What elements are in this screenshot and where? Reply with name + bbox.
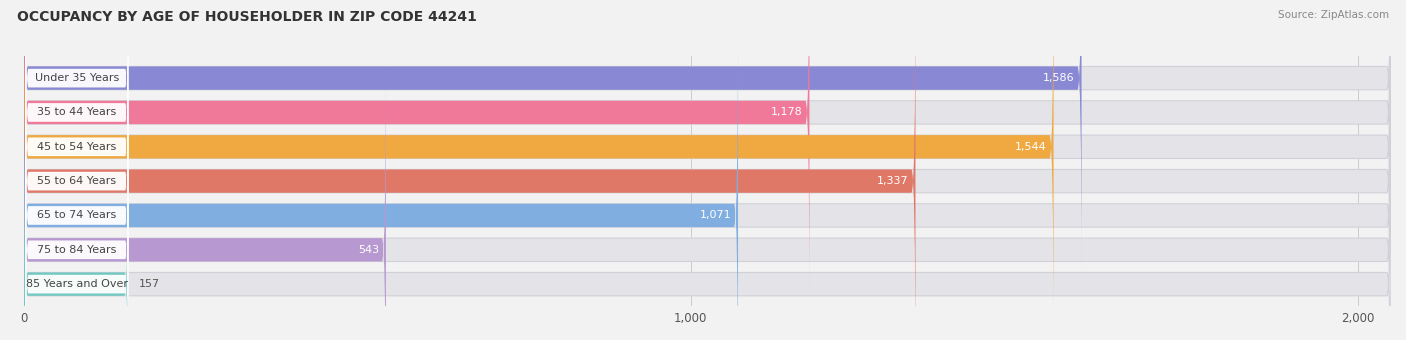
FancyBboxPatch shape: [25, 0, 128, 237]
Text: 65 to 74 Years: 65 to 74 Years: [37, 210, 117, 220]
Text: Under 35 Years: Under 35 Years: [35, 73, 120, 83]
FancyBboxPatch shape: [24, 0, 1391, 340]
Text: 35 to 44 Years: 35 to 44 Years: [37, 107, 117, 117]
FancyBboxPatch shape: [24, 0, 915, 340]
FancyBboxPatch shape: [24, 51, 1391, 340]
FancyBboxPatch shape: [24, 0, 810, 311]
FancyBboxPatch shape: [24, 51, 385, 340]
Text: 1,586: 1,586: [1043, 73, 1074, 83]
Text: 1,544: 1,544: [1015, 142, 1047, 152]
FancyBboxPatch shape: [24, 0, 1391, 340]
Text: 1,071: 1,071: [700, 210, 731, 220]
FancyBboxPatch shape: [24, 0, 1391, 276]
FancyBboxPatch shape: [25, 22, 128, 340]
FancyBboxPatch shape: [24, 86, 128, 340]
FancyBboxPatch shape: [24, 0, 1053, 340]
Text: OCCUPANCY BY AGE OF HOUSEHOLDER IN ZIP CODE 44241: OCCUPANCY BY AGE OF HOUSEHOLDER IN ZIP C…: [17, 10, 477, 24]
Text: 55 to 64 Years: 55 to 64 Years: [37, 176, 117, 186]
FancyBboxPatch shape: [24, 17, 1391, 340]
Text: 85 Years and Over: 85 Years and Over: [25, 279, 128, 289]
FancyBboxPatch shape: [24, 0, 1391, 311]
FancyBboxPatch shape: [25, 125, 128, 340]
Text: 543: 543: [359, 245, 380, 255]
Text: 45 to 54 Years: 45 to 54 Years: [37, 142, 117, 152]
FancyBboxPatch shape: [25, 0, 128, 271]
Text: 75 to 84 Years: 75 to 84 Years: [37, 245, 117, 255]
Text: Source: ZipAtlas.com: Source: ZipAtlas.com: [1278, 10, 1389, 20]
FancyBboxPatch shape: [25, 57, 128, 340]
FancyBboxPatch shape: [24, 0, 1081, 276]
Text: 1,178: 1,178: [770, 107, 803, 117]
FancyBboxPatch shape: [25, 0, 128, 306]
FancyBboxPatch shape: [24, 17, 738, 340]
FancyBboxPatch shape: [24, 86, 1391, 340]
FancyBboxPatch shape: [25, 91, 128, 340]
Text: 157: 157: [138, 279, 160, 289]
Text: 1,337: 1,337: [877, 176, 908, 186]
